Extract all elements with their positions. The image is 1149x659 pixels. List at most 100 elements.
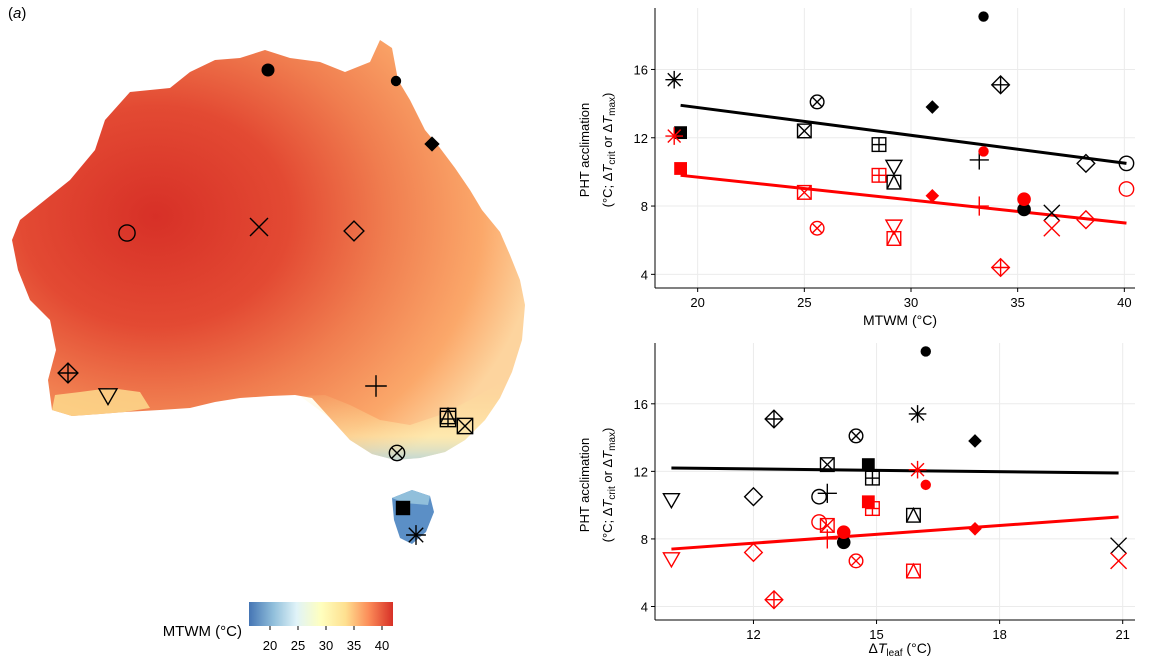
- point-boxx: [819, 457, 835, 473]
- fit-line: [680, 173, 1127, 225]
- point-odiamond: [1076, 209, 1096, 230]
- point-diamond: [925, 100, 940, 114]
- y-tick-label: 12: [634, 464, 648, 479]
- point-tri: [662, 492, 681, 510]
- point-odiamond: [1076, 153, 1096, 174]
- point-circx: [848, 428, 864, 444]
- c-ylabel-line2: (°C; ΔTcrit or ΔTmax): [600, 428, 618, 543]
- plot-c: 12 15 18 21 4 8 12 16: [634, 343, 1135, 642]
- point-tri: [662, 552, 681, 569]
- point-diamplus: [764, 409, 784, 429]
- map-marker-x: [249, 217, 269, 237]
- point-odiamond: [743, 486, 764, 507]
- point-circx: [809, 220, 825, 236]
- point-circle: [1017, 202, 1031, 217]
- map-marker-asterisk: [406, 525, 426, 545]
- x-tick-label: 30: [904, 295, 918, 310]
- point-x: [1043, 219, 1061, 237]
- colorbar-tick-label: 40: [375, 638, 389, 653]
- point-plus: [817, 529, 837, 549]
- point-dot: [920, 346, 931, 357]
- point-boxplus: [864, 501, 880, 517]
- y-tick-label: 4: [641, 267, 648, 282]
- x-tick-label: 15: [869, 627, 883, 642]
- point-circle: [836, 525, 851, 539]
- panel-a: (a) MTWM (°C) 20 25 30 35 40: [8, 5, 525, 653]
- point-diamplus: [764, 589, 784, 610]
- map-marker-square: [395, 500, 411, 516]
- point-square: [674, 162, 687, 175]
- colorbar-tick-label: 25: [291, 638, 305, 653]
- map-marker-tri: [97, 388, 119, 406]
- y-tick-label: 8: [641, 532, 648, 547]
- colorbar: [249, 602, 393, 626]
- map-marker-dot: [261, 63, 275, 77]
- colorbar-title: MTWM (°C): [163, 623, 242, 640]
- map-marker-odiamond: [343, 220, 365, 242]
- point-asterisk: [908, 405, 927, 423]
- point-boxtri: [886, 230, 902, 246]
- point-odiamond: [743, 542, 764, 563]
- y-tick-label: 4: [641, 599, 648, 614]
- map-marker-ocircle: [118, 224, 136, 242]
- coastal-fringe: [300, 380, 505, 460]
- y-tick-label: 16: [634, 62, 648, 77]
- point-tri: [884, 159, 904, 176]
- x-tick-label: 35: [1010, 295, 1024, 310]
- x-tick-label: 18: [992, 627, 1006, 642]
- colorbar-tick-label: 20: [263, 638, 277, 653]
- point-x: [1110, 552, 1128, 570]
- point-ocircle: [811, 514, 828, 530]
- point-plus: [817, 483, 837, 503]
- point-ocircle: [1118, 155, 1135, 172]
- point-diamond: [968, 434, 982, 448]
- point-diamplus: [990, 257, 1011, 278]
- fit-line: [671, 515, 1119, 551]
- point-ocircle: [811, 488, 828, 505]
- point-square: [861, 458, 875, 472]
- b-ylabel-line2: (°C; ΔTcrit or ΔTmax): [600, 93, 618, 208]
- point-x: [1043, 204, 1061, 222]
- map-marker-boxx: [456, 417, 474, 435]
- map-marker-diamond: [424, 136, 440, 152]
- point-boxtri: [905, 506, 921, 523]
- colorbar-tick-label: 30: [319, 638, 333, 653]
- b-xlabel: MTWM (°C): [863, 312, 937, 328]
- colorbar-tick-label: 35: [347, 638, 361, 653]
- point-boxtri: [905, 562, 921, 579]
- x-tick-label: 20: [690, 295, 704, 310]
- point-circx: [848, 553, 864, 569]
- point-circle: [1017, 192, 1031, 207]
- c-ylabel-line1: PHT acclimation: [577, 438, 592, 532]
- map-marker-plus: [365, 375, 387, 397]
- point-dot: [978, 11, 989, 22]
- point-circx: [809, 94, 825, 110]
- plot-c-background: [655, 343, 1135, 620]
- x-tick-label: 40: [1117, 295, 1131, 310]
- point-asterisk: [908, 460, 927, 479]
- point-boxplus: [871, 137, 887, 153]
- colorbar-ticks: 20 25 30 35 40: [263, 626, 389, 653]
- map-marker-circx: [388, 444, 406, 462]
- point-dot: [978, 146, 989, 157]
- point-boxplus: [864, 470, 880, 486]
- point-diamplus: [990, 75, 1011, 95]
- y-tick-label: 16: [634, 397, 648, 412]
- point-plus: [969, 196, 989, 216]
- b-ylabel-line1: PHT acclimation: [577, 103, 592, 197]
- map-marker-dot: [390, 75, 402, 87]
- c-xlabel: ΔTleaf (°C): [869, 640, 932, 659]
- y-tick-label: 12: [634, 131, 648, 146]
- panel-a-label: (a): [8, 5, 26, 22]
- plot-b: 20 25 30 35 40 4 8 12 16: [634, 8, 1135, 310]
- plot-b-background: [655, 8, 1135, 288]
- point-tri: [884, 219, 904, 236]
- fit-line: [671, 466, 1119, 475]
- point-ocircle: [1118, 181, 1135, 197]
- point-boxx: [796, 123, 812, 139]
- point-diamond: [925, 189, 940, 203]
- map-marker-boxtri: [439, 406, 457, 425]
- point-boxx: [796, 184, 812, 200]
